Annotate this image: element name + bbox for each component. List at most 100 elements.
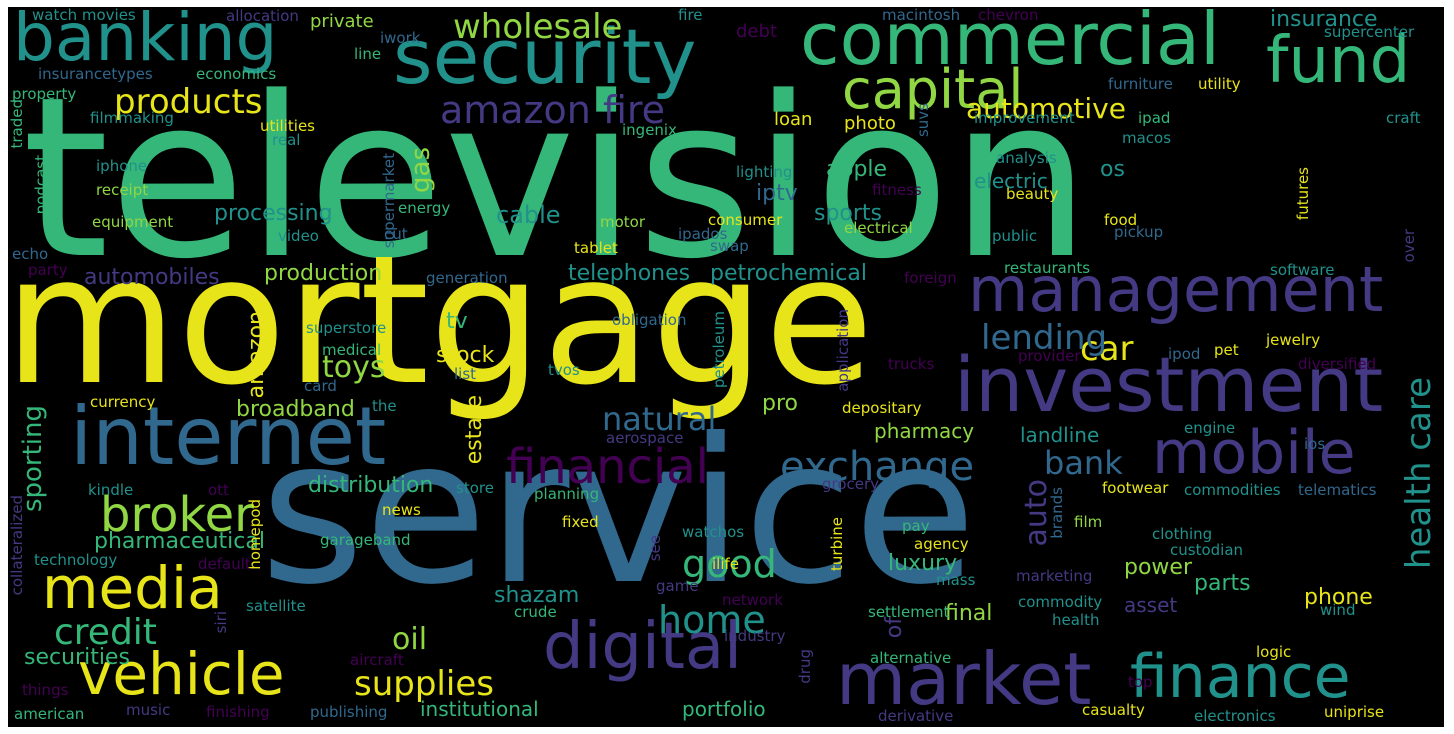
- word: supercenter: [1324, 23, 1415, 41]
- word: final: [945, 601, 993, 626]
- word: fund: [1266, 24, 1411, 98]
- word: watch movies: [32, 7, 136, 24]
- word: ipados: [678, 225, 728, 243]
- word: amazon fire: [440, 88, 666, 132]
- word: products: [114, 82, 263, 122]
- word: industry: [724, 627, 786, 645]
- word: macos: [1122, 129, 1172, 147]
- word: american: [14, 705, 85, 723]
- word: parts: [1194, 571, 1251, 596]
- word: luxury: [888, 551, 958, 576]
- word: pharmacy: [874, 419, 975, 443]
- word: power: [1124, 555, 1192, 580]
- word: oil: [392, 622, 428, 657]
- word: allocation: [226, 7, 299, 25]
- word: television: [22, 50, 1091, 308]
- word: drug: [796, 649, 814, 684]
- word: petroleum: [710, 311, 728, 389]
- word: ios: [1304, 435, 1326, 453]
- word-cloud: television mortgage service security com…: [8, 7, 1444, 727]
- word: collateralized: [8, 495, 26, 596]
- word: beauty: [1006, 185, 1059, 203]
- word: ingenix: [622, 121, 677, 139]
- word: production: [264, 261, 383, 286]
- word: property: [12, 85, 77, 103]
- word: processing: [214, 201, 333, 226]
- word: commodity: [1018, 593, 1103, 611]
- word: market: [836, 637, 1092, 721]
- word: economics: [196, 65, 277, 83]
- word: vehicle: [78, 640, 285, 708]
- word: store: [456, 479, 494, 497]
- word: digital: [543, 610, 742, 684]
- word: marketing: [1016, 567, 1093, 585]
- word: card: [304, 377, 337, 395]
- word: electronics: [1194, 707, 1276, 725]
- word: food: [1104, 211, 1138, 229]
- word: application: [834, 309, 852, 392]
- word: insurancetypes: [38, 65, 153, 83]
- word: restaurants: [1004, 259, 1091, 277]
- word: software: [1270, 261, 1335, 279]
- word: petrochemical: [710, 261, 867, 286]
- word: mobile: [1152, 418, 1356, 488]
- word: music: [126, 701, 171, 719]
- word: alternative: [870, 649, 952, 667]
- word: shazam: [494, 583, 580, 608]
- word: futures: [1294, 167, 1312, 221]
- word: photo: [844, 113, 896, 134]
- word: uniprise: [1324, 703, 1385, 721]
- word: network: [722, 591, 783, 609]
- word: watchos: [682, 523, 745, 541]
- word: private: [310, 11, 374, 32]
- word: pickup: [1114, 223, 1164, 241]
- word: broker: [100, 487, 254, 543]
- word: mass: [936, 571, 976, 589]
- word: craft: [1386, 109, 1421, 127]
- word: news: [382, 501, 421, 519]
- word: natural: [602, 400, 717, 438]
- word: the: [372, 397, 397, 415]
- word: traded: [8, 99, 26, 149]
- word: planning: [534, 485, 600, 503]
- word: banking: [13, 7, 278, 76]
- word: ott: [208, 481, 229, 499]
- word: commercial: [800, 7, 1220, 81]
- word: receipt: [96, 181, 149, 199]
- word: portfolio: [682, 697, 766, 721]
- word: trucks: [888, 355, 935, 373]
- word: list: [454, 365, 477, 383]
- word: electric: [974, 169, 1048, 193]
- word: brands: [1048, 487, 1066, 539]
- word: suvs: [914, 103, 932, 138]
- word: supplies: [354, 664, 494, 704]
- word: gas: [406, 147, 436, 193]
- word: improvement: [974, 109, 1075, 127]
- word: asset: [1124, 593, 1178, 617]
- word: clothing: [1152, 525, 1213, 543]
- word: casualty: [1082, 701, 1145, 719]
- word: finance: [1130, 642, 1351, 712]
- word: sports: [814, 201, 883, 226]
- word: pro: [762, 391, 798, 416]
- word: broadband: [236, 397, 355, 422]
- word: loan: [774, 109, 813, 130]
- word: pharmaceutical: [94, 529, 265, 554]
- word: estate: [462, 395, 487, 465]
- word: agency: [914, 535, 969, 553]
- word: crude: [514, 603, 557, 621]
- word: lending: [981, 318, 1108, 358]
- word: iptv: [756, 181, 798, 206]
- word: mortgage: [8, 217, 874, 424]
- word: amazon: [244, 311, 269, 399]
- word: apple: [826, 157, 888, 182]
- word: public: [992, 227, 1038, 245]
- word: generation: [426, 269, 508, 287]
- word: ipod: [1168, 345, 1201, 363]
- word: analysis: [996, 149, 1057, 167]
- word: provider: [1018, 347, 1081, 365]
- word: landline: [1020, 423, 1100, 447]
- word: financial: [506, 439, 709, 495]
- word: exchange: [780, 444, 975, 490]
- word: garageband: [320, 531, 411, 549]
